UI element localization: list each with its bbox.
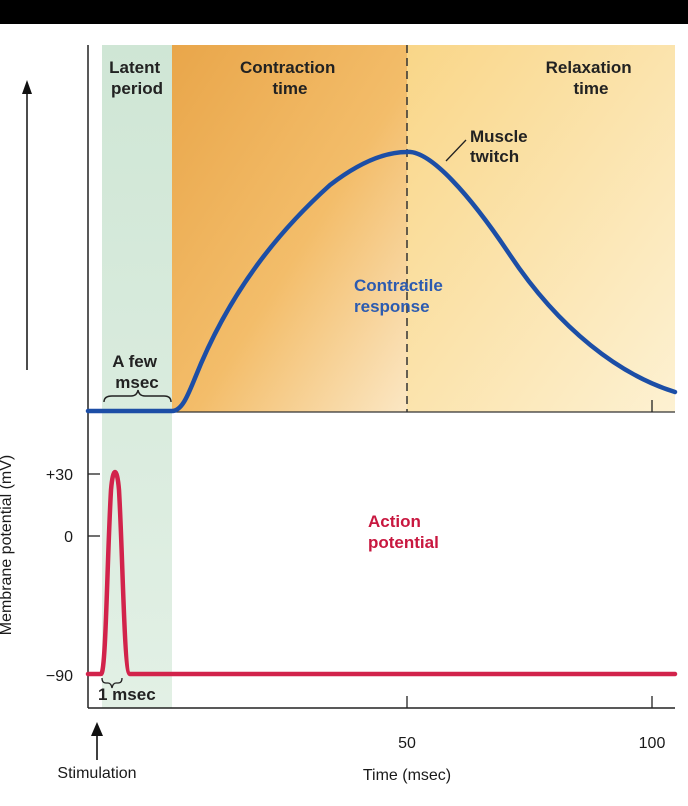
contractile-response-label: Contractile response (354, 276, 448, 316)
stimulation-arrow-icon (91, 722, 103, 736)
action-potential-label: Action potential (368, 512, 439, 552)
tension-arrow-icon (22, 80, 32, 94)
relaxation-time-band (407, 45, 675, 412)
one-msec-brace (101, 677, 123, 689)
muscle-twitch-leader (445, 139, 467, 162)
few-msec-brace (103, 389, 172, 403)
contraction-time-label: Contraction time (240, 58, 340, 98)
stimulation-label: Stimulation (57, 765, 136, 782)
few-msec-label: A few msec (112, 352, 161, 392)
x-tick-label-100: 100 (639, 735, 666, 752)
x-tick-label-50: 50 (398, 735, 416, 752)
top-black-bar (0, 0, 688, 24)
x-axis-label: Time (msec) (363, 767, 451, 784)
y-tick-label-minus90: −90 (46, 668, 73, 685)
y-tick-label-zero: 0 (64, 529, 73, 546)
y-tick-label-plus30: +30 (46, 467, 73, 484)
one-msec-label: 1 msec (98, 685, 156, 704)
y-axis-label: Membrane potential (mV) (0, 455, 15, 636)
latent-period-band (102, 45, 172, 708)
action-potential-curve (85, 469, 678, 677)
muscle-twitch-curve (85, 149, 678, 414)
muscle-twitch-label: Muscle twitch (470, 127, 532, 166)
relaxation-time-label: Relaxation time (546, 58, 637, 98)
latent-period-label: Latent period (109, 58, 165, 98)
